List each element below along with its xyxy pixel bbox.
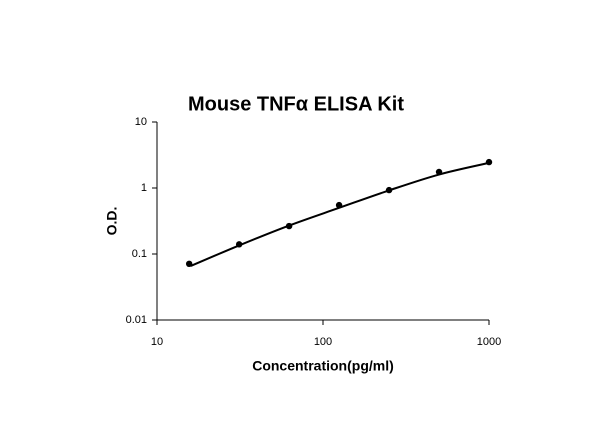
data-point	[185, 260, 193, 268]
y-axis-label: O.D.	[104, 207, 120, 236]
y-tick-label: 0.1	[132, 248, 147, 260]
data-point	[385, 186, 393, 194]
data-point	[285, 222, 293, 230]
data-point	[235, 241, 243, 248]
fit-curve	[190, 161, 490, 267]
y-tick-label: 1	[141, 182, 147, 194]
y-tick-label: 10	[135, 116, 147, 128]
data-point	[335, 201, 343, 209]
y-tick-label: 0.01	[126, 314, 147, 326]
data-point	[435, 168, 443, 176]
x-axis-label: Concentration(pg/ml)	[252, 358, 394, 374]
x-tick-label: 100	[314, 336, 332, 348]
chart-title: Mouse TNFα ELISA Kit	[188, 93, 404, 115]
data-point	[485, 158, 493, 166]
x-tick-label: 10	[151, 336, 163, 348]
x-tick-label: 1000	[477, 336, 501, 348]
